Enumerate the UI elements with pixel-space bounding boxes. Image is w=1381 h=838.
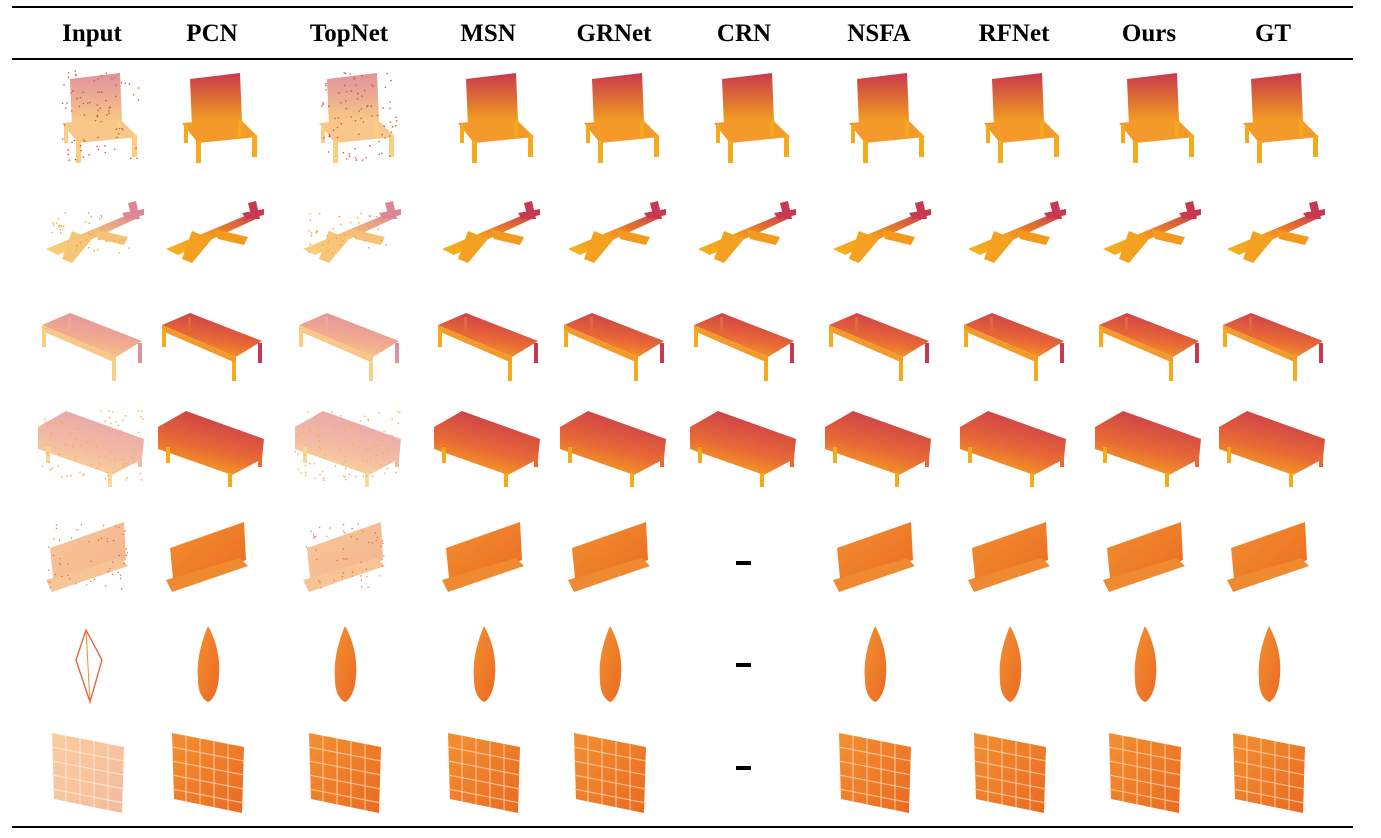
chair-rfnet-point-cloud bbox=[954, 61, 1074, 171]
bench-msn-point-cloud bbox=[428, 508, 548, 618]
airplane-topnet-point-cloud bbox=[289, 179, 409, 289]
bench-rfnet-point-cloud bbox=[954, 508, 1074, 618]
sofa-grnet-point-cloud bbox=[554, 389, 674, 499]
chair-ours-point-cloud bbox=[1089, 61, 1209, 171]
vase-ours-point-cloud bbox=[1089, 610, 1209, 720]
airplane-gt-point-cloud bbox=[1213, 179, 1333, 289]
shelf-grnet-point-cloud bbox=[554, 713, 674, 823]
table-topnet-point-cloud bbox=[289, 285, 409, 395]
sofa-nsfa-point-cloud bbox=[819, 389, 939, 499]
vase-msn-point-cloud bbox=[428, 610, 548, 720]
shelf-ours-point-cloud bbox=[1089, 713, 1209, 823]
bench-ours-point-cloud bbox=[1089, 508, 1209, 618]
chair-crn-point-cloud bbox=[684, 61, 804, 171]
shelf-pcn-point-cloud bbox=[152, 713, 272, 823]
shelf-msn-point-cloud bbox=[428, 713, 548, 823]
sofa-rfnet-point-cloud bbox=[954, 389, 1074, 499]
vase-topnet-point-cloud bbox=[289, 610, 409, 720]
airplane-rfnet-point-cloud bbox=[954, 179, 1074, 289]
missing-result-dash bbox=[736, 766, 751, 770]
airplane-input-point-cloud bbox=[32, 179, 152, 289]
sofa-ours-point-cloud bbox=[1089, 389, 1209, 499]
table-nsfa-point-cloud bbox=[819, 285, 939, 395]
vase-nsfa-point-cloud bbox=[819, 610, 939, 720]
chair-grnet-point-cloud bbox=[554, 61, 674, 171]
column-header-grnet: GRNet bbox=[576, 20, 652, 47]
table-bottom-rule bbox=[12, 826, 1353, 828]
column-header-gt: GT bbox=[1254, 20, 1292, 47]
airplane-nsfa-point-cloud bbox=[819, 179, 939, 289]
airplane-pcn-point-cloud bbox=[152, 179, 272, 289]
column-header-crn: CRN bbox=[716, 20, 772, 47]
vase-grnet-point-cloud bbox=[554, 610, 674, 720]
table-pcn-point-cloud bbox=[152, 285, 272, 395]
sofa-topnet-point-cloud bbox=[289, 389, 409, 499]
chair-nsfa-point-cloud bbox=[819, 61, 939, 171]
column-header-input: Input bbox=[62, 20, 122, 47]
sofa-input-point-cloud bbox=[32, 389, 152, 499]
bench-gt-point-cloud bbox=[1213, 508, 1333, 618]
vase-pcn-point-cloud bbox=[152, 610, 272, 720]
shelf-input-point-cloud bbox=[32, 713, 152, 823]
shelf-topnet-point-cloud bbox=[289, 713, 409, 823]
header-rule bbox=[12, 58, 1353, 60]
table-msn-point-cloud bbox=[428, 285, 548, 395]
table-grnet-point-cloud bbox=[554, 285, 674, 395]
chair-input-point-cloud bbox=[32, 61, 152, 171]
table-ours-point-cloud bbox=[1089, 285, 1209, 395]
sofa-msn-point-cloud bbox=[428, 389, 548, 499]
airplane-crn-point-cloud bbox=[684, 179, 804, 289]
shelf-gt-point-cloud bbox=[1213, 713, 1333, 823]
column-header-topnet: TopNet bbox=[309, 20, 389, 47]
shelf-nsfa-point-cloud bbox=[819, 713, 939, 823]
airplane-ours-point-cloud bbox=[1089, 179, 1209, 289]
table-input-point-cloud bbox=[32, 285, 152, 395]
column-header-rfnet: RFNet bbox=[978, 20, 1050, 47]
table-gt-point-cloud bbox=[1213, 285, 1333, 395]
chair-msn-point-cloud bbox=[428, 61, 548, 171]
bench-nsfa-point-cloud bbox=[819, 508, 939, 618]
chair-gt-point-cloud bbox=[1213, 61, 1333, 171]
airplane-grnet-point-cloud bbox=[554, 179, 674, 289]
sofa-gt-point-cloud bbox=[1213, 389, 1333, 499]
table-crn-point-cloud bbox=[684, 285, 804, 395]
column-header-msn: MSN bbox=[460, 20, 516, 47]
vase-gt-point-cloud bbox=[1213, 610, 1333, 720]
sofa-crn-point-cloud bbox=[684, 389, 804, 499]
chair-pcn-point-cloud bbox=[152, 61, 272, 171]
table-rfnet-point-cloud bbox=[954, 285, 1074, 395]
table-top-rule bbox=[12, 6, 1353, 8]
shelf-rfnet-point-cloud bbox=[954, 713, 1074, 823]
missing-result-dash bbox=[736, 561, 751, 565]
airplane-msn-point-cloud bbox=[428, 179, 548, 289]
vase-rfnet-point-cloud bbox=[954, 610, 1074, 720]
chair-topnet-point-cloud bbox=[289, 61, 409, 171]
bench-pcn-point-cloud bbox=[152, 508, 272, 618]
vase-input-point-cloud bbox=[32, 610, 152, 720]
column-header-pcn: PCN bbox=[186, 20, 238, 47]
column-header-ours: Ours bbox=[1121, 20, 1177, 47]
column-header-nsfa: NSFA bbox=[847, 20, 911, 47]
sofa-pcn-point-cloud bbox=[152, 389, 272, 499]
missing-result-dash bbox=[736, 663, 751, 667]
bench-grnet-point-cloud bbox=[554, 508, 674, 618]
bench-topnet-point-cloud bbox=[289, 508, 409, 618]
bench-input-point-cloud bbox=[32, 508, 152, 618]
